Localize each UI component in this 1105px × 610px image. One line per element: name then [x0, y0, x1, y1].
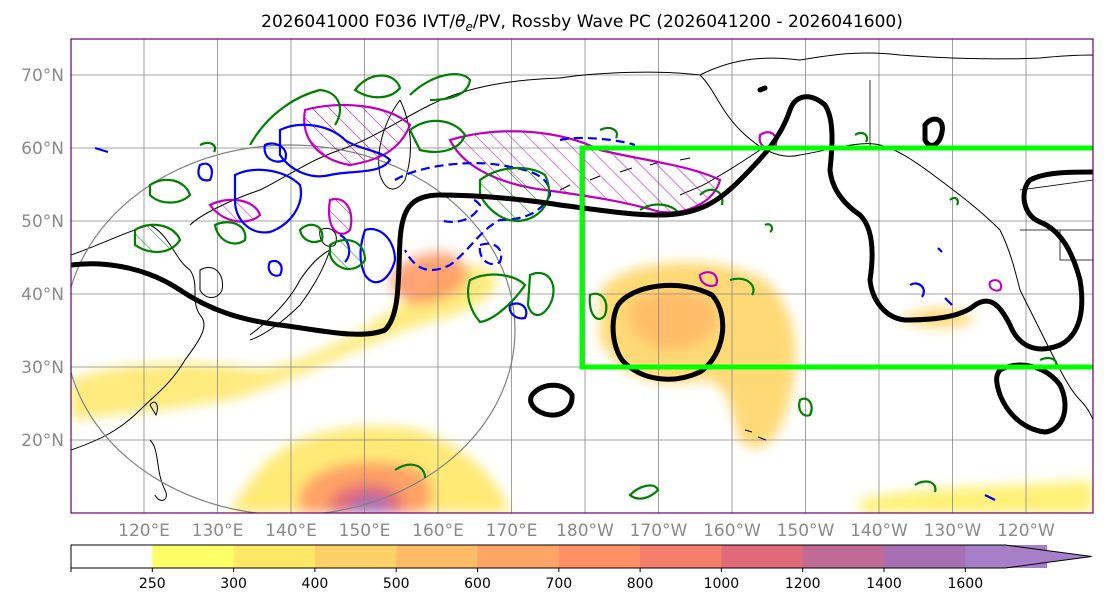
colorbar-segment	[477, 545, 560, 568]
lat-label: 60°N	[21, 139, 64, 159]
colorbar: 250 300 400 500 600 700 800 1000 1200 1400 1600	[70, 544, 1092, 592]
lat-label: 40°N	[21, 285, 64, 305]
lon-label: 130°E	[192, 521, 244, 541]
colorbar-tick-label: 500	[383, 576, 410, 592]
rossby-wave-box	[579, 145, 1093, 370]
lon-label: 130°W	[924, 521, 982, 541]
colorbar-tick-label: 700	[545, 576, 572, 592]
lon-label: 150°E	[339, 521, 391, 541]
colorbar-segment	[71, 545, 153, 568]
colorbar-segment	[233, 545, 316, 568]
colorbar-outline	[70, 544, 1092, 569]
colorbar-segment	[558, 545, 641, 568]
colorbar-tick-label: 400	[302, 576, 329, 592]
lat-label: 70°N	[21, 66, 64, 86]
lat-label: 30°N	[21, 358, 64, 378]
map-title: 2026041000 F036 IVT/θe/PV, Rossby Wave P…	[261, 12, 903, 34]
lon-label: 140°W	[850, 521, 908, 541]
lon-label: 180°W	[556, 521, 614, 541]
coastlines	[71, 52, 1093, 501]
lon-label: 120°W	[997, 521, 1055, 541]
colorbar-segment	[802, 545, 885, 568]
colorbar-tick-label: 250	[139, 576, 166, 592]
lon-label: 160°E	[412, 521, 464, 541]
green-contours	[133, 73, 1058, 500]
colorbar-tick-label: 1000	[704, 576, 740, 592]
colorbar-tick-label: 1400	[866, 576, 902, 592]
latitude-labels: 70°N 60°N 50°N 40°N 30°N 20°N	[21, 66, 64, 451]
colorbar-segment	[640, 545, 722, 568]
map-panel	[71, 39, 1093, 513]
colorbar-segment	[721, 545, 804, 568]
colorbar-arrow	[965, 545, 1092, 568]
magenta-hatched-contours	[208, 103, 1003, 292]
colorbar-segment	[314, 545, 397, 568]
colorbar-tick-label: 1200	[785, 576, 821, 592]
colorbar-tick-label: 300	[220, 576, 247, 592]
lon-label: 140°E	[265, 521, 317, 541]
colorbar-segment	[884, 545, 966, 568]
lon-label: 120°E	[118, 521, 170, 541]
lon-label: 170°E	[486, 521, 538, 541]
lat-label: 50°N	[21, 212, 64, 232]
lat-label: 20°N	[21, 431, 64, 451]
lon-label: 160°W	[703, 521, 761, 541]
map-frame	[70, 38, 1094, 514]
longitude-labels: 120°E 130°E 140°E 150°E 160°E 170°E 180°W 170°W…	[118, 521, 1055, 541]
lon-label: 170°W	[630, 521, 688, 541]
colorbar-segment	[396, 545, 478, 568]
colorbar-tick-label: 1600	[947, 576, 983, 592]
colorbar-segment	[152, 545, 235, 568]
colorbar-tick-label: 600	[464, 576, 491, 592]
lon-label: 150°W	[777, 521, 835, 541]
analysis-circle	[71, 144, 516, 513]
ivt-shading	[71, 252, 1093, 513]
colorbar-tick-label: 800	[627, 576, 654, 592]
